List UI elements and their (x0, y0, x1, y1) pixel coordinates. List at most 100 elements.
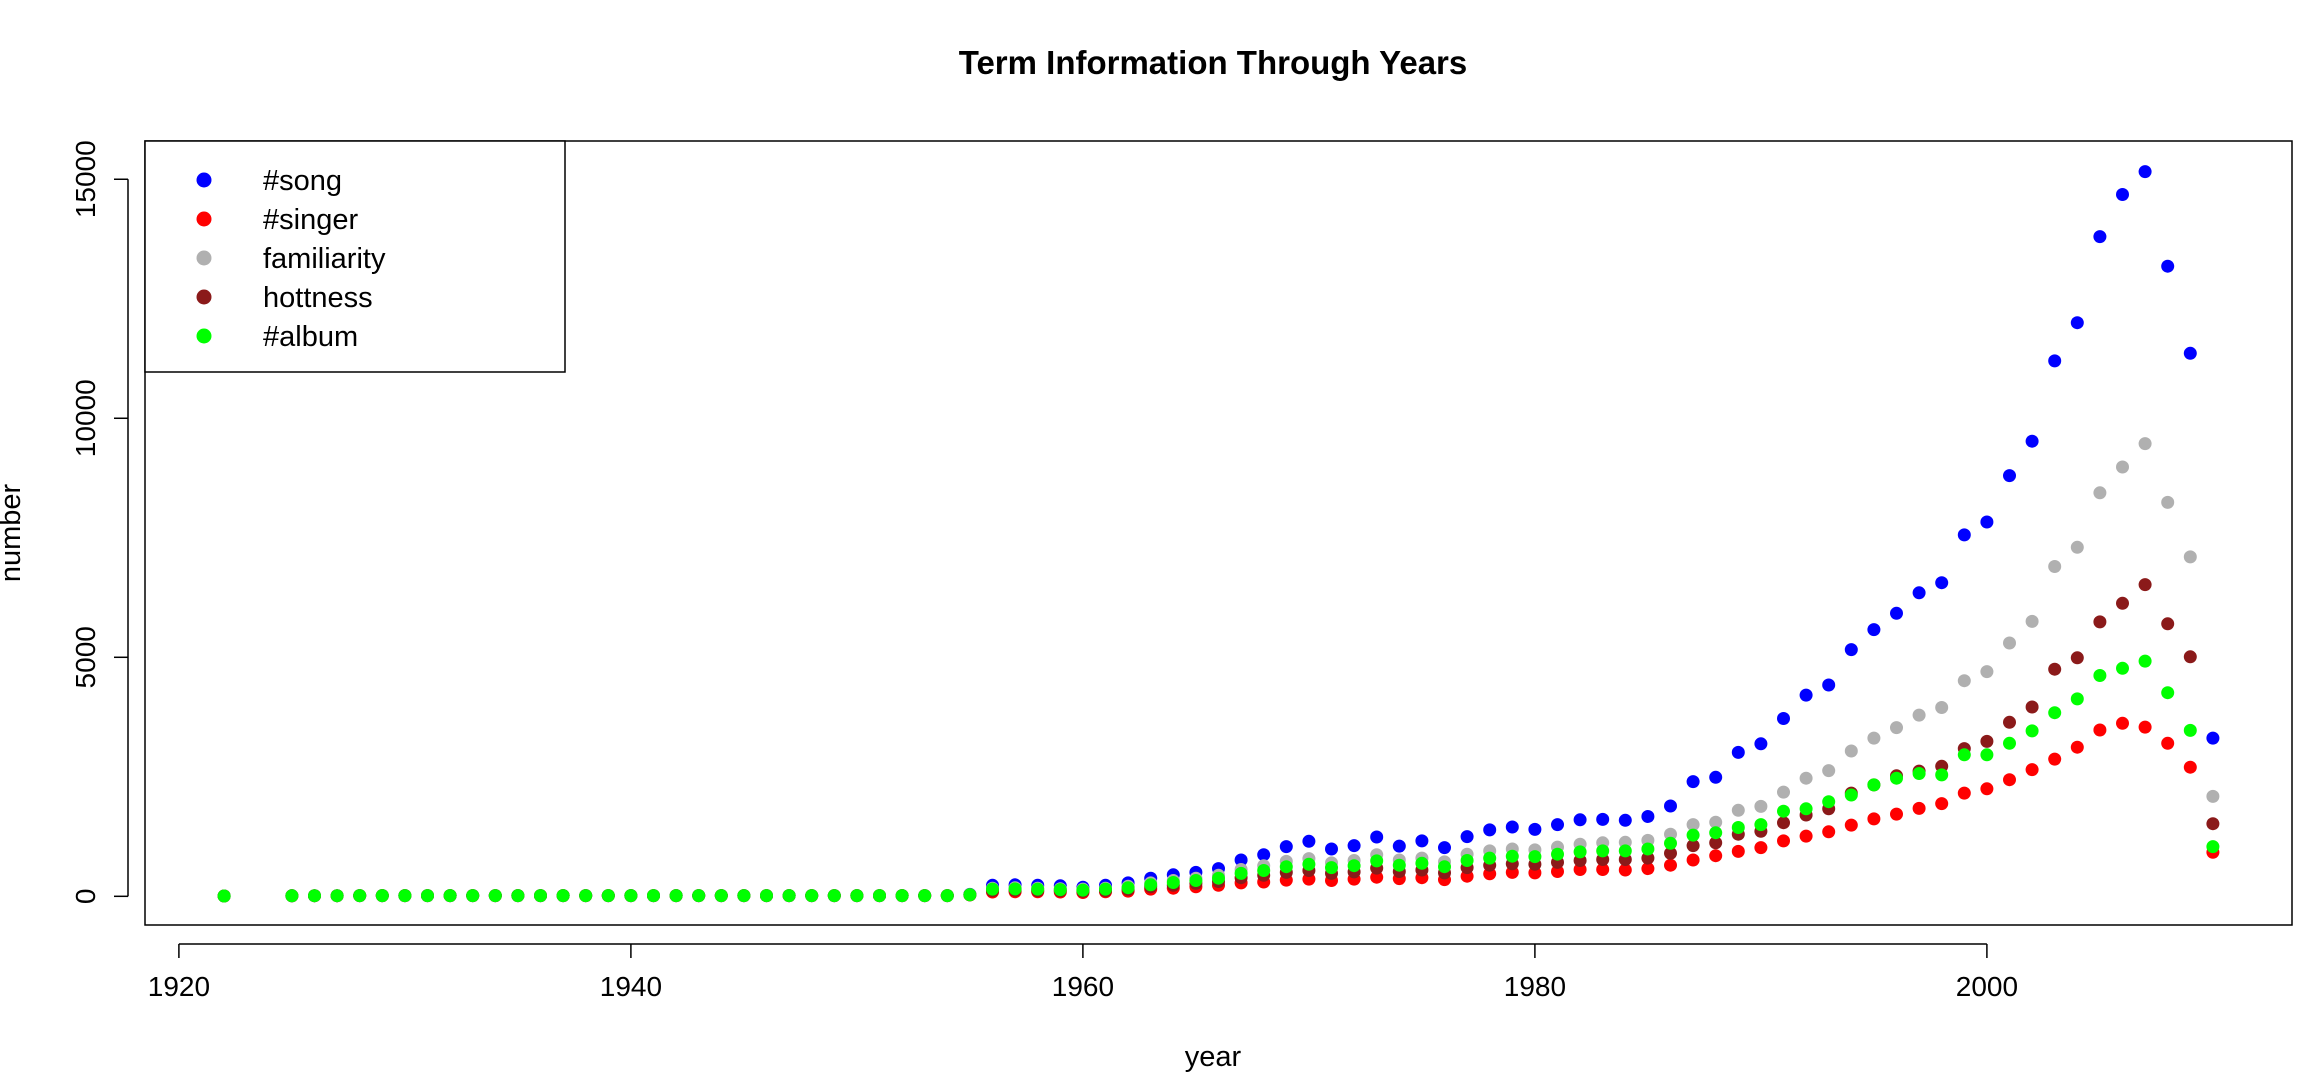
data-point (760, 889, 773, 903)
data-point (2025, 700, 2039, 714)
x-tick-label: 1920 (148, 971, 210, 1002)
data-point (1957, 528, 1971, 542)
data-point (1076, 883, 1090, 897)
data-point (1912, 708, 1926, 722)
data-point (443, 889, 457, 903)
data-point (1664, 799, 1677, 813)
y-tick-label: 0 (70, 889, 101, 905)
data-point (1573, 813, 1587, 827)
data-point (1912, 767, 1926, 780)
data-point (2003, 469, 2016, 483)
data-point (1392, 858, 1406, 872)
data-point (1890, 721, 1903, 735)
data-point (2048, 752, 2062, 766)
y-tick-label: 10000 (70, 379, 101, 457)
data-point (1460, 830, 1474, 844)
data-point (737, 889, 751, 903)
data-point (1980, 515, 1994, 529)
data-point (782, 889, 796, 903)
data-point (1822, 825, 1836, 839)
data-point (827, 889, 841, 903)
x-axis-label: year (1185, 1041, 1242, 1073)
data-point (1370, 830, 1384, 844)
data-point (2048, 560, 2062, 573)
data-point (1641, 842, 1655, 856)
data-point (1957, 786, 1971, 800)
data-point (2025, 724, 2039, 738)
data-point (1799, 688, 1813, 702)
data-point (1709, 826, 1723, 840)
legend-item: #song (196, 165, 342, 197)
data-point (1890, 771, 1903, 785)
data-point (1573, 845, 1587, 859)
data-point (1460, 854, 1474, 867)
data-point (2003, 636, 2016, 650)
data-point (850, 889, 864, 903)
data-point (2206, 789, 2220, 803)
legend-label: hottness (263, 282, 373, 314)
data-point (1686, 775, 1700, 789)
legend: #song #singer familiarity hottness #album (144, 140, 566, 373)
data-point (1686, 828, 1700, 842)
data-point (2183, 723, 2197, 737)
data-point (1957, 674, 1971, 688)
data-point (421, 889, 434, 903)
legend-item: #album (196, 321, 358, 353)
data-point (1777, 785, 1790, 799)
data-point (1777, 712, 1790, 725)
data-point (2116, 188, 2129, 201)
data-point (2025, 614, 2039, 628)
series-4 (217, 654, 2220, 903)
data-point (2070, 740, 2084, 754)
data-point (511, 889, 525, 903)
data-point (2003, 715, 2016, 729)
data-point (1257, 848, 1271, 862)
legend-marker (196, 250, 212, 266)
data-point (534, 889, 547, 903)
data-point (2093, 669, 2107, 682)
data-point (1890, 606, 1903, 620)
data-point (669, 889, 683, 903)
data-point (1573, 863, 1587, 876)
data-point (2048, 354, 2062, 368)
data-point (1844, 788, 1858, 802)
data-point (2025, 434, 2039, 448)
data-point (1686, 818, 1700, 832)
data-point (1731, 803, 1745, 817)
data-point (1234, 866, 1248, 880)
data-point (1279, 840, 1293, 854)
data-point (2048, 706, 2062, 720)
legend-label: #singer (263, 204, 358, 236)
points-layer (217, 165, 2220, 903)
data-point (1618, 813, 1632, 827)
data-point (2003, 773, 2016, 787)
data-point (2161, 259, 2175, 273)
data-point (1867, 778, 1881, 792)
data-point (1799, 802, 1813, 816)
data-point (1166, 876, 1180, 889)
data-point (1415, 856, 1429, 870)
data-point (1980, 734, 1994, 748)
data-point (1325, 842, 1338, 856)
data-point (330, 889, 344, 903)
data-point (1664, 858, 1677, 872)
data-point (873, 889, 886, 903)
y-axis-label: number (0, 483, 27, 582)
data-point (398, 889, 412, 903)
data-point (579, 889, 593, 903)
data-point (1483, 851, 1497, 865)
data-point (1709, 836, 1723, 850)
data-point (1370, 854, 1384, 868)
data-point (2048, 662, 2062, 676)
data-point (1777, 804, 1790, 818)
data-point (2183, 550, 2197, 564)
data-point (2116, 661, 2129, 675)
legend-marker (196, 328, 212, 344)
data-point (1551, 818, 1564, 832)
data-point (2183, 346, 2197, 360)
data-point (1844, 818, 1858, 832)
legend-item: #singer (196, 204, 358, 236)
data-point (1641, 810, 1655, 823)
data-point (1957, 748, 1971, 762)
